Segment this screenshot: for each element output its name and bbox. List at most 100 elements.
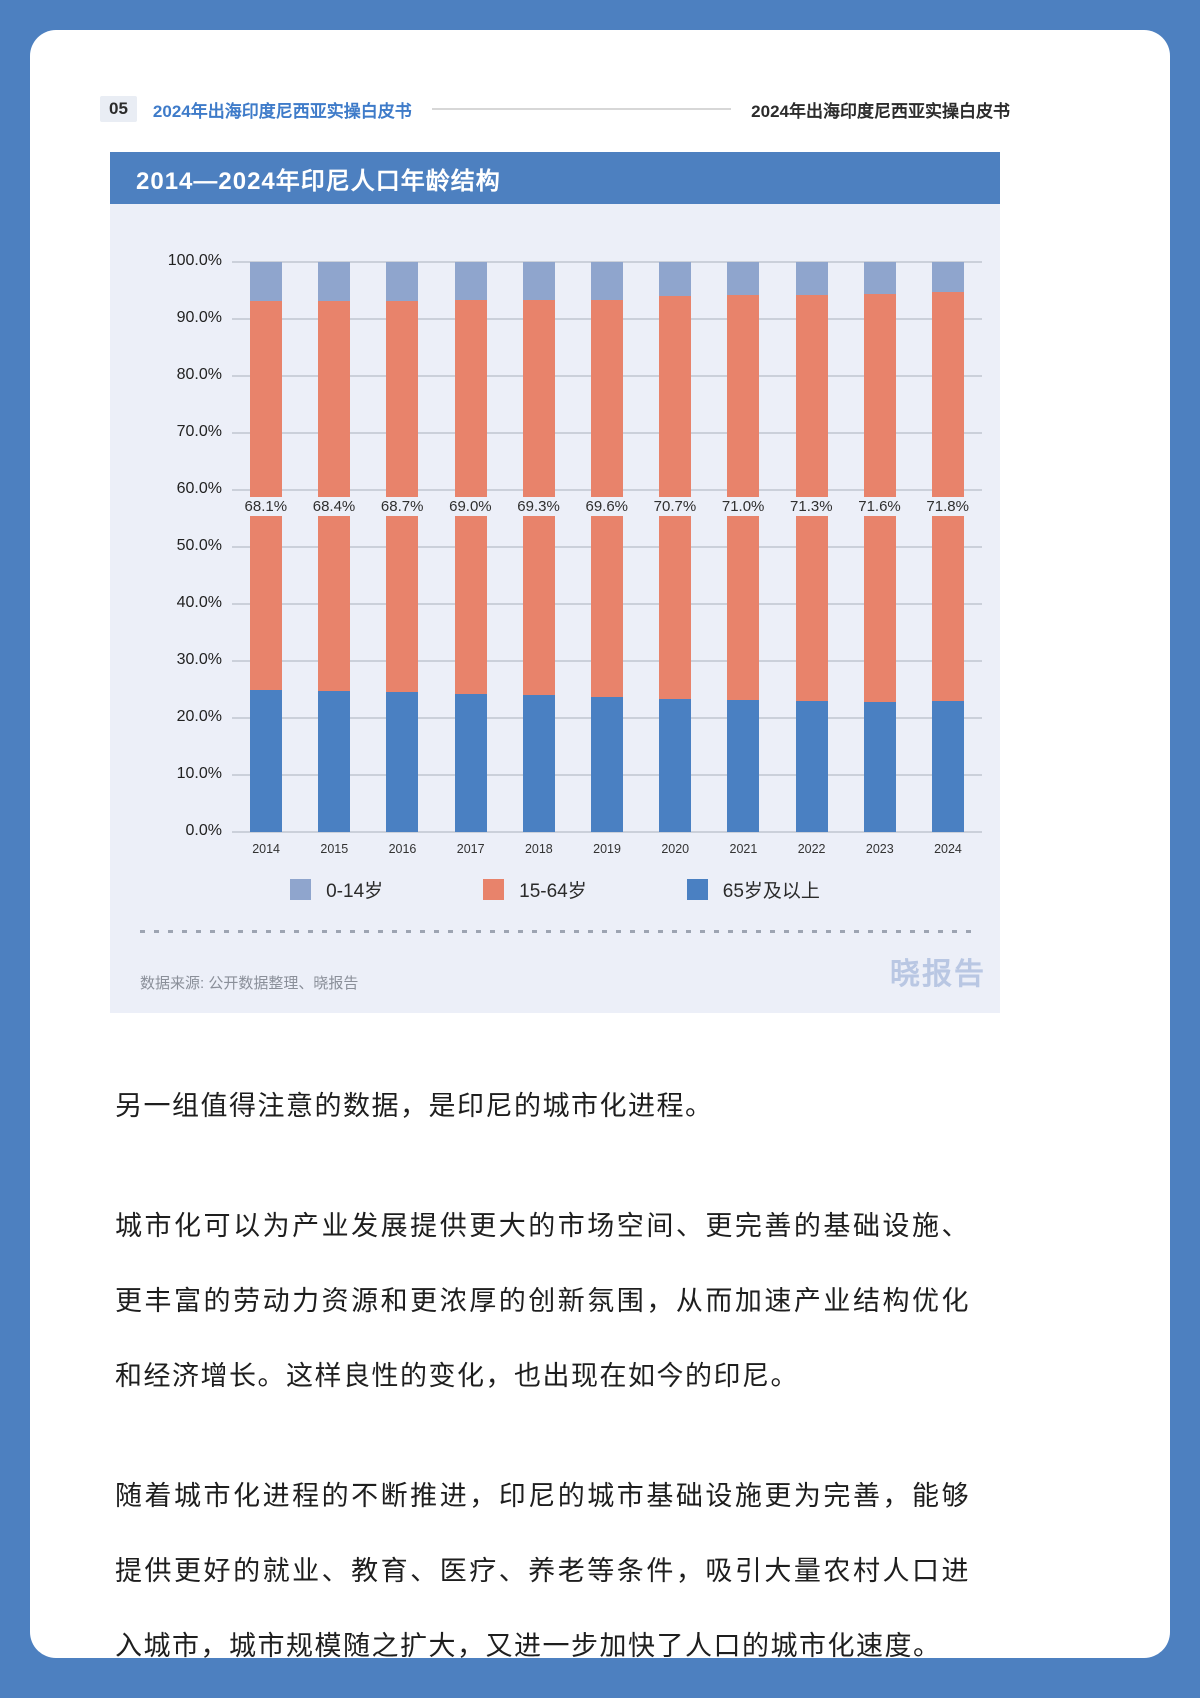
bar-value-label: 68.1% [241, 497, 291, 517]
bar-value-label: 70.7% [650, 497, 700, 517]
text-line: 另一组值得注意的数据，是印尼的城市化进程。 [115, 1091, 714, 1121]
bar-value-label: 71.6% [855, 497, 904, 517]
header-right-title: 2024年出海印度尼西亚实操白皮书 [751, 101, 1010, 121]
chart-card: 2014—2024年印尼人口年龄结构 100.0% 90.0% 80.0% 70.0%… [110, 152, 1000, 1013]
x-axis-tick-label: 2018 [524, 842, 553, 856]
page-sheet: 05 2024年出海印度尼西亚实操白皮书 2024年出海印度尼西亚实操白皮书 2… [30, 30, 1170, 1658]
stacked-bar [659, 262, 692, 832]
bar-segment [931, 700, 964, 832]
y-axis-tick-label: 40.0% [176, 594, 222, 611]
header-divider [431, 108, 732, 110]
chart-title: 2014—2024年印尼人口年龄结构 [136, 167, 501, 195]
bar-segment [522, 695, 555, 832]
x-axis-tick-label: 2023 [865, 842, 894, 856]
y-axis-tick-label: 100.0% [167, 252, 222, 269]
gridline [232, 831, 982, 833]
bar-segment [931, 291, 964, 701]
text-line: 提供更好的就业、教育、医疗、养老等条件，吸引大量农村人口进 [115, 1556, 970, 1586]
x-axis-tick-label: 2021 [729, 842, 758, 856]
bar-segment [318, 262, 351, 301]
page-number: 05 [100, 96, 137, 122]
x-axis-tick-label: 2020 [661, 842, 690, 856]
bar-segment [591, 696, 624, 832]
bar-column: 71.6% 2023 [846, 262, 914, 856]
bar-value-label: 71.3% [787, 497, 836, 517]
x-axis-tick-label: 2015 [320, 842, 349, 856]
stacked-bar [795, 262, 828, 832]
bar-value-label: 69.6% [582, 497, 632, 517]
stacked-bar [522, 262, 555, 832]
y-axis-tick-label: 70.0% [176, 423, 222, 440]
bar-segment [863, 702, 896, 832]
legend-label: 0-14岁 [326, 881, 384, 902]
bar-column: 69.0% 2017 [437, 262, 505, 856]
bar-segment [454, 693, 487, 832]
x-axis-tick-label: 2016 [388, 842, 417, 856]
y-axis-tick-label: 20.0% [176, 708, 222, 725]
x-axis-tick-label: 2017 [456, 842, 485, 856]
bar-segment [318, 690, 351, 832]
legend-item: 65岁及以上 [686, 876, 820, 903]
bar-column: 71.3% 2022 [778, 262, 846, 856]
paragraph: 随着城市化进程的不断推进，印尼的城市基础设施更为完善，能够 提供更好的就业、教育… [115, 1459, 970, 1658]
y-axis-tick-label: 60.0% [176, 480, 222, 497]
bar-segment [795, 700, 828, 832]
legend-color-swatch [290, 879, 312, 900]
text-line: 更丰富的劳动力资源和更浓厚的创新氛围，从而加速产业结构优化 [115, 1286, 970, 1316]
bar-value-label: 68.4% [309, 497, 359, 517]
x-axis-tick-label: 2014 [252, 842, 280, 856]
bar-segment [386, 262, 419, 301]
stacked-bar [931, 262, 964, 832]
paragraph: 另一组值得注意的数据，是印尼的城市化进程。 [115, 1069, 970, 1144]
legend-label: 15-64岁 [519, 881, 587, 902]
bar-segment [318, 300, 351, 691]
chart-plot-area: 100.0% 90.0% 80.0% 70.0% 60.0% 50.0% 40.0% 30.0… [110, 252, 1000, 856]
legend-item: 15-64岁 [483, 876, 587, 903]
stacked-bar [386, 262, 419, 832]
body-text-section: 另一组值得注意的数据，是印尼的城市化进程。 城市化可以为产业发展提供更大的市场空… [115, 1069, 970, 1658]
y-axis-tick-label: 50.0% [176, 537, 222, 554]
bar-column: 70.7% 2020 [641, 262, 709, 856]
bars-row: 68.1% 2014 68.4% 2015 68.7% 2016 69.0% 2017 69.3… [232, 262, 982, 856]
y-axis-tick-label: 0.0% [185, 822, 222, 839]
bar-segment [659, 698, 692, 832]
y-axis-tick-label: 30.0% [176, 651, 222, 668]
watermark-logo: 晓报告 [890, 958, 986, 991]
bar-segment [591, 262, 624, 301]
legend-item: 0-14岁 [290, 876, 383, 903]
x-axis-tick-label: 2022 [797, 842, 826, 856]
y-axis-tick-label: 90.0% [176, 309, 222, 326]
bar-value-label: 68.7% [377, 497, 427, 517]
bar-segment [659, 262, 692, 296]
source-row: 数据来源: 公开数据整理、晓报告 晓报告 [140, 949, 986, 993]
data-source-note: 数据来源: 公开数据整理、晓报告 [140, 975, 359, 992]
bar-column: 68.1% 2014 [232, 262, 300, 856]
y-axis-tick-label: 80.0% [176, 366, 222, 383]
x-axis-tick-label: 2024 [934, 842, 962, 856]
y-axis-tick-label: 10.0% [176, 765, 222, 782]
header-left-title: 2024年出海印度尼西亚实操白皮书 [152, 101, 412, 121]
text-line: 城市化可以为产业发展提供更大的市场空间、更完善的基础设施、 [115, 1211, 970, 1241]
bar-segment [250, 689, 283, 832]
chart-legend: 0-14岁 15-64岁 65岁及以上 [110, 876, 1000, 903]
stacked-bar [454, 262, 487, 832]
legend-label: 65岁及以上 [722, 881, 820, 902]
bar-segment [727, 262, 760, 296]
legend-color-swatch [483, 879, 505, 900]
bar-value-label: 71.0% [718, 497, 768, 517]
bar-value-label: 69.3% [514, 497, 563, 517]
bar-segment [250, 262, 283, 302]
text-line: 和经济增长。这样良性的变化，也出现在如今的印尼。 [115, 1361, 799, 1391]
bar-segment [250, 301, 283, 690]
dashed-separator [140, 930, 972, 933]
stacked-bar [318, 262, 351, 832]
bar-segment [727, 699, 760, 832]
bar-column: 68.7% 2016 [368, 262, 436, 856]
gridline [232, 261, 982, 263]
bar-column: 71.0% 2021 [709, 262, 777, 856]
bar-segment [931, 262, 964, 292]
bar-column: 71.8% 2024 [914, 262, 982, 856]
bar-segment [454, 300, 487, 694]
bar-segment [454, 262, 487, 301]
